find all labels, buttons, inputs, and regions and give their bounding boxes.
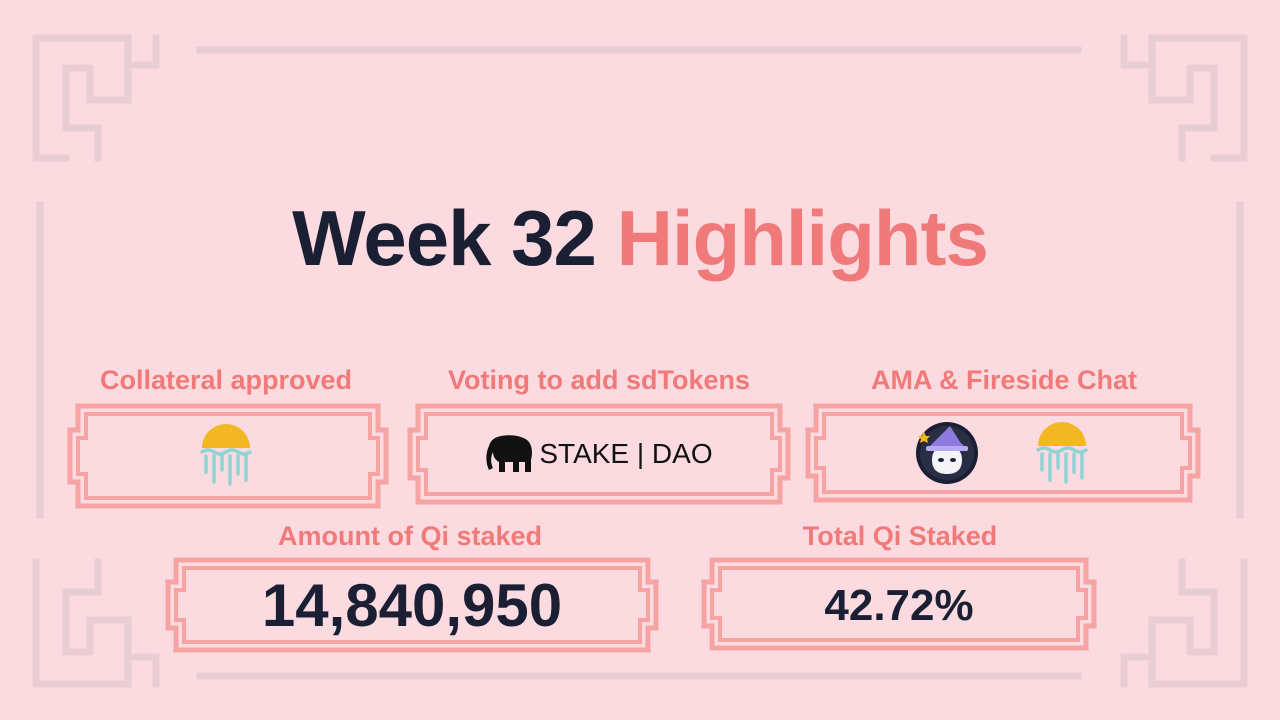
ama-card	[802, 400, 1204, 506]
sun-waves-icon	[1036, 422, 1088, 484]
elephant-icon	[486, 435, 533, 472]
title-highlights: Highlights	[616, 194, 989, 282]
voting-label: Voting to add sdTokens	[448, 365, 750, 395]
amount-value: 14,840,950	[261, 572, 563, 639]
voting-card: STAKE | DAO	[404, 400, 794, 508]
page-title: Week 32 Highlights	[0, 188, 1280, 288]
amount-card: 14,840,950	[162, 554, 662, 656]
stake-dao-logo: STAKE | DAO	[404, 400, 794, 508]
amount-label: Amount of Qi staked	[277, 521, 542, 551]
total-card: 42.72%	[698, 554, 1100, 654]
sun-waves-icon	[200, 424, 252, 486]
collateral-label: Collateral approved	[99, 365, 353, 395]
title-week: Week 32	[292, 194, 597, 282]
total-label: Total Qi Staked	[802, 521, 998, 551]
stake-dao-text: STAKE | DAO	[539, 438, 713, 469]
total-value: 42.72%	[824, 581, 974, 630]
witch-cat-avatar-icon	[916, 422, 978, 484]
collateral-card	[64, 400, 392, 512]
ama-label: AMA & Fireside Chat	[870, 365, 1138, 395]
